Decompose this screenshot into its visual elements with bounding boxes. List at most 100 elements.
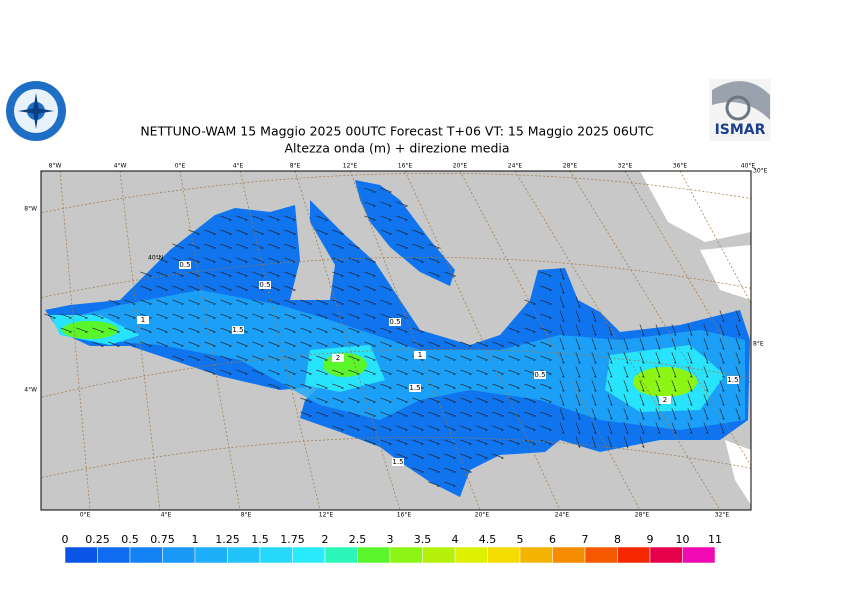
map-labels: 8°W 4°W 0°E 4°E 8°E 12°E 16°E 20°E 24°E 28°E 32°E 3… — [24, 163, 767, 519]
legend-label: 11 — [708, 533, 722, 546]
arrow — [687, 394, 693, 406]
arrow — [172, 299, 184, 305]
arrow — [380, 327, 392, 333]
arrow — [92, 313, 104, 319]
arrow — [220, 355, 232, 361]
arrow — [364, 187, 376, 193]
arrow — [444, 411, 456, 417]
arrow — [332, 285, 344, 291]
arrow — [268, 341, 280, 347]
legend-swatch — [389, 546, 423, 564]
arrow — [460, 439, 472, 445]
arrow — [220, 327, 232, 333]
arrow — [703, 366, 709, 378]
arrow — [412, 467, 424, 473]
arrow — [236, 313, 248, 319]
arrow — [591, 310, 597, 322]
arrow — [188, 257, 200, 263]
legend-swatch — [162, 546, 196, 564]
arrow — [204, 229, 216, 235]
arrow — [268, 229, 280, 235]
arrow — [559, 282, 565, 294]
arrow — [460, 397, 472, 403]
top-lon-label: 36°E — [673, 163, 688, 170]
arrow — [639, 394, 645, 406]
wave-peak — [633, 367, 697, 397]
arrow — [124, 299, 136, 305]
arrow — [284, 369, 296, 375]
arrow — [396, 411, 408, 417]
arrow — [540, 285, 552, 291]
arrow — [412, 411, 424, 417]
bottom-lon-label: 4°E — [161, 512, 172, 519]
arrow — [268, 383, 280, 389]
arrow — [444, 467, 456, 473]
arrow — [268, 355, 280, 361]
arrow — [348, 299, 360, 305]
arrow — [380, 383, 392, 389]
arrow — [188, 243, 200, 249]
arrow — [348, 313, 360, 319]
logo-text: ISMAR — [715, 122, 766, 138]
arrow — [476, 397, 488, 403]
arrow — [156, 257, 168, 263]
arrow — [655, 366, 661, 378]
arrow — [380, 397, 392, 403]
arrow — [524, 313, 536, 319]
wave-peak — [323, 353, 367, 377]
sea-medium — [60, 290, 745, 430]
arrow — [140, 271, 152, 277]
arrow — [607, 394, 613, 406]
arrow — [703, 324, 709, 336]
arrow — [60, 327, 72, 333]
legend-swatch — [487, 546, 521, 564]
arrow — [364, 215, 376, 221]
arrow — [220, 271, 232, 277]
arrow — [524, 327, 536, 333]
arrow — [687, 324, 693, 336]
arrow — [719, 324, 725, 336]
arrow — [76, 313, 88, 319]
arrow — [284, 383, 296, 389]
arrow — [639, 380, 645, 392]
arrow — [412, 257, 424, 263]
arrow — [444, 369, 456, 375]
arrow — [508, 327, 520, 333]
arrow — [396, 439, 408, 445]
legend-swatch — [227, 546, 261, 564]
arrow — [396, 243, 408, 249]
contour-label: 0.5 — [389, 318, 400, 326]
arrow — [316, 341, 328, 347]
arrow — [140, 341, 152, 347]
arrow — [348, 397, 360, 403]
arrow — [252, 299, 264, 305]
arrow — [156, 285, 168, 291]
arrow — [268, 369, 280, 375]
arrow — [460, 425, 472, 431]
sea — [45, 180, 750, 497]
arrow — [220, 243, 232, 249]
arrow — [108, 299, 120, 305]
arrow — [364, 201, 376, 207]
arrow — [332, 383, 344, 389]
arrow — [444, 453, 456, 459]
legend-label: 4 — [452, 533, 459, 546]
arrow — [380, 355, 392, 361]
arrow — [236, 285, 248, 291]
arrow — [540, 271, 552, 277]
bottom-lon-label: 12°E — [319, 512, 334, 519]
top-lon-label: 4°W — [114, 163, 127, 170]
bottom-lon-label: 20°E — [475, 512, 490, 519]
arrow — [524, 439, 536, 445]
legend-label: 6 — [549, 533, 556, 546]
arrow — [188, 271, 200, 277]
arrow — [188, 285, 200, 291]
arrow — [492, 411, 504, 417]
outside-area — [640, 171, 751, 505]
arrow — [428, 481, 440, 487]
arrow — [476, 425, 488, 431]
arrow — [476, 383, 488, 389]
legend-swatch — [682, 546, 716, 564]
contour-label-box — [727, 376, 739, 384]
contour-label: 2 — [336, 354, 340, 362]
